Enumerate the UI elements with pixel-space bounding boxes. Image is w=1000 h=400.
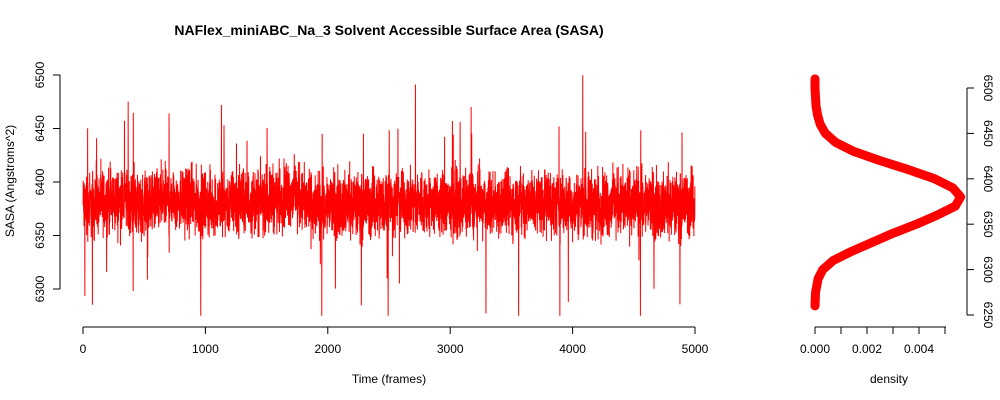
x-axis-label: Time (frames) xyxy=(352,372,426,386)
sasa-series-line xyxy=(82,75,696,316)
density-y-tick-label: 6250 xyxy=(981,302,995,329)
y-tick-label: 6400 xyxy=(33,168,47,195)
chart-title: NAFlex_miniABC_Na_3 Solvent Accessible S… xyxy=(174,22,603,38)
y-axis-label: SASA (Angstroms^2) xyxy=(3,125,17,237)
density-x-axis-ticks: 0.000 0.002 0.004 xyxy=(800,327,946,356)
y-tick-label: 6450 xyxy=(33,115,47,142)
density-y-axis-ticks: 6250 6300 6350 6400 6450 6500 xyxy=(967,75,995,329)
density-y-tick-label: 6500 xyxy=(981,75,995,102)
y-axis-ticks: 6300 6350 6400 6450 6500 xyxy=(33,61,60,302)
x-tick-label: 3000 xyxy=(437,342,464,356)
y-tick-label: 6300 xyxy=(33,275,47,302)
density-y-tick-label: 6450 xyxy=(981,120,995,147)
density-x-tick-label: 0.004 xyxy=(904,342,934,356)
x-tick-label: 0 xyxy=(80,342,87,356)
density-y-tick-label: 6300 xyxy=(981,256,995,283)
y-tick-label: 6350 xyxy=(33,222,47,249)
x-tick-label: 1000 xyxy=(192,342,219,356)
density-y-tick-label: 6400 xyxy=(981,165,995,192)
x-tick-label: 5000 xyxy=(682,342,709,356)
density-y-tick-label: 6350 xyxy=(981,211,995,238)
x-axis-ticks: 0 1000 2000 3000 4000 5000 xyxy=(80,327,709,356)
time-series-panel: 0 1000 2000 3000 4000 5000 6300 6350 6400 6450 65… xyxy=(3,61,709,386)
x-tick-label: 4000 xyxy=(559,342,586,356)
density-curve xyxy=(810,74,966,311)
density-x-tick-label: 0.002 xyxy=(852,342,882,356)
density-x-tick-label: 0.000 xyxy=(800,342,830,356)
density-panel: 0.000 0.002 0.004 6250 6300 6350 6400 6450 6500… xyxy=(800,74,995,386)
x-tick-label: 2000 xyxy=(314,342,341,356)
density-x-axis-label: density xyxy=(870,372,908,386)
y-tick-label: 6500 xyxy=(33,61,47,88)
